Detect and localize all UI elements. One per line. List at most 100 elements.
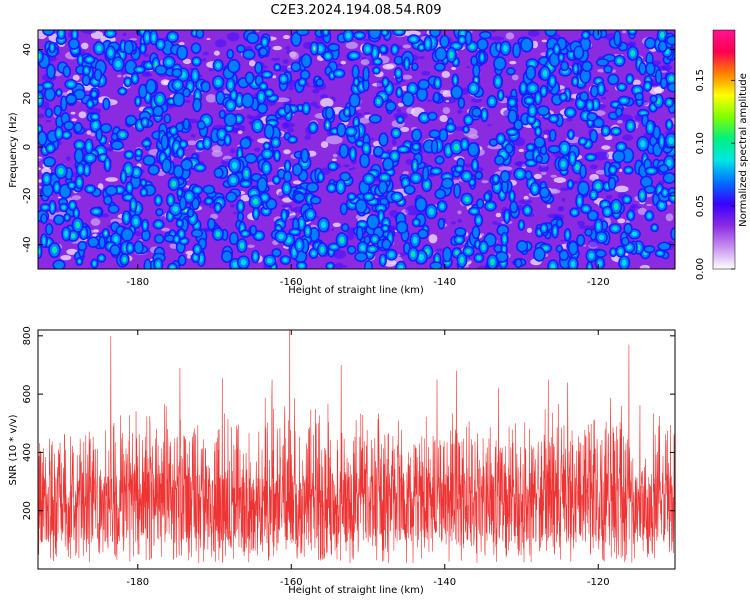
heatmap-hotspot: [549, 146, 560, 153]
heatmap-hotspot: [476, 217, 481, 223]
heatmap-hotspot: [38, 85, 43, 91]
heatmap-hotspot: [64, 230, 68, 238]
heatmap-hotspot: [446, 147, 451, 154]
heatmap-hotspot: [299, 264, 304, 268]
heatmap-hotspot: [242, 94, 253, 107]
heatmap-hotspot: [471, 209, 477, 213]
heatmap-speckle: [78, 111, 87, 119]
heatmap-hotspot: [142, 230, 150, 240]
heatmap-speckle: [230, 203, 236, 208]
heatmap-hotspot: [255, 122, 261, 130]
colorbar-label: Normalized spectral amplitude: [738, 73, 749, 227]
colorbar-tick-label: 0.05: [695, 195, 706, 217]
heatmap-speckle: [190, 133, 196, 138]
heatmap-speckle: [614, 185, 629, 193]
heatmap-hotspot: [78, 166, 83, 173]
heatmap-speckle: [561, 197, 566, 202]
heatmap-hotspot: [464, 128, 468, 131]
heatmap-speckle: [451, 221, 456, 225]
heatmap-hotspot: [293, 219, 298, 230]
heatmap-hotspot: [128, 186, 131, 190]
heatmap-hotspot: [226, 193, 236, 201]
heatmap-hotspot: [478, 39, 488, 50]
heatmap-hotspot: [442, 179, 453, 188]
heatmap-hotspot: [520, 222, 523, 228]
heatmap-speckle: [566, 117, 573, 122]
heatmap-speckle: [560, 239, 567, 242]
heatmap-hotspot: [400, 147, 407, 151]
heatmap-speckle: [90, 218, 101, 226]
heatmap-hotspot: [640, 111, 646, 115]
heatmap-hotspot: [87, 187, 93, 191]
heatmap-speckle: [334, 262, 344, 269]
heatmap-hotspot: [394, 131, 398, 135]
heatmap-speckle: [183, 99, 191, 103]
heatmap-hotspot: [506, 144, 513, 153]
heatmap-hotspot: [503, 237, 506, 241]
heatmap-hotspot: [614, 130, 618, 133]
heatmap-hotspot: [363, 79, 369, 90]
heatmap-hotspot: [321, 221, 327, 229]
heatmap-hotspot: [631, 231, 638, 237]
heatmap-hotspot: [483, 113, 486, 117]
heatmap-hotspot: [570, 261, 576, 267]
heatmap-hotspot: [454, 59, 458, 64]
heatmap-hotspot: [365, 147, 368, 151]
heatmap-hotspot: [113, 236, 119, 243]
heatmap-hotspot: [561, 160, 566, 168]
heatmap-hotspot: [87, 57, 92, 62]
heatmap-hotspot: [588, 102, 592, 109]
heatmap-hotspot: [282, 212, 286, 219]
heatmap-hotspot: [152, 34, 156, 41]
heatmap-hotspot: [646, 63, 655, 74]
heatmap-hotspot: [645, 186, 655, 193]
heatmap-hotspot: [202, 82, 210, 92]
heatmap-hotspot: [161, 155, 165, 161]
heatmap-hotspot: [300, 80, 305, 84]
heatmap-hotspot: [583, 206, 589, 211]
heatmap-hotspot: [254, 199, 258, 204]
heatmap-hotspot: [342, 224, 348, 231]
heatmap-hotspot: [439, 219, 444, 228]
heatmap-hotspot: [428, 208, 434, 215]
heatmap-speckle: [331, 228, 334, 232]
heatmap-hotspot: [278, 170, 285, 178]
snr-panel: -180 -160 -140 -120 200 400 600 800 Height of …: [8, 326, 676, 596]
heatmap-hotspot: [476, 172, 482, 179]
heatmap-hotspot: [128, 245, 132, 251]
heatmap-hotspot: [656, 70, 661, 83]
heatmap-speckle: [92, 229, 99, 233]
heatmap-hotspot: [631, 51, 635, 56]
heatmap-hotspot: [387, 84, 391, 92]
heatmap-hotspot: [659, 41, 667, 51]
heatmap-hotspot: [81, 230, 86, 237]
x-tick-label: -180: [126, 277, 149, 288]
heatmap-speckle: [333, 250, 347, 259]
heatmap-hotspot: [38, 95, 42, 103]
heatmap-hotspot: [384, 79, 387, 85]
heatmap-hotspot: [494, 176, 498, 181]
heatmap-hotspot: [99, 237, 105, 248]
heatmap-hotspot: [596, 222, 601, 230]
heatmap-hotspot: [38, 132, 46, 145]
heatmap-hotspot: [578, 182, 589, 195]
heatmap-speckle: [583, 244, 587, 247]
heatmap-hotspot: [659, 243, 670, 250]
heatmap-hotspot: [237, 117, 240, 121]
heatmap-speckle: [531, 40, 539, 49]
heatmap-hotspot: [297, 30, 308, 35]
heatmap-hotspot: [304, 105, 308, 112]
heatmap-speckle: [340, 60, 347, 65]
heatmap-hotspot: [480, 32, 491, 38]
heatmap-hotspot: [395, 57, 403, 64]
heatmap-hotspot: [158, 41, 163, 48]
heatmap-speckle: [81, 42, 89, 50]
heatmap-hotspot: [379, 181, 387, 193]
heatmap-hotspot: [626, 244, 632, 250]
heatmap-hotspot: [204, 186, 214, 193]
heatmap-hotspot: [263, 39, 267, 45]
heatmap-hotspot: [74, 90, 85, 99]
heatmap-hotspot: [375, 60, 380, 64]
heatmap-hotspot: [326, 107, 333, 119]
heatmap-hotspot: [165, 235, 174, 242]
